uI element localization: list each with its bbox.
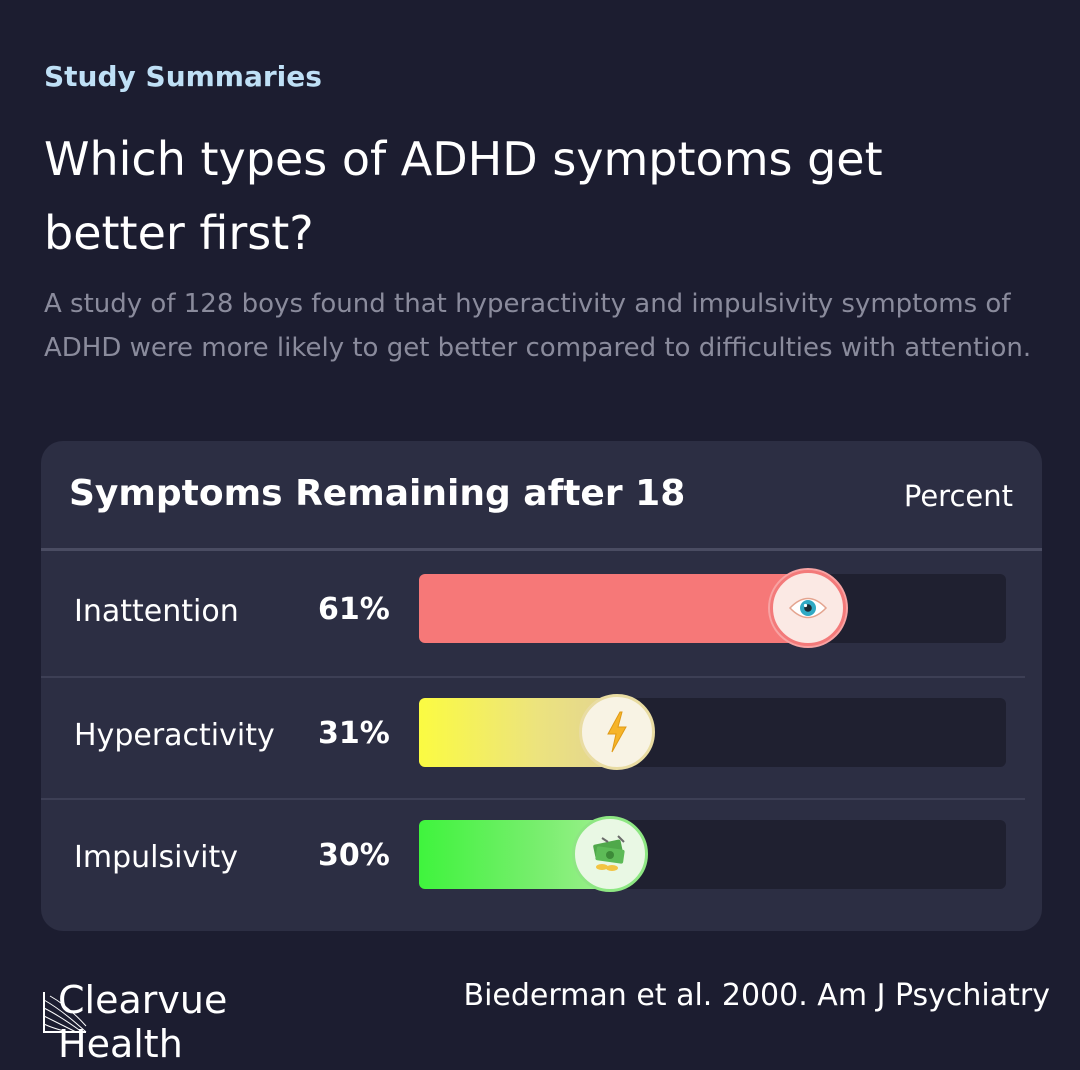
bar-track xyxy=(419,694,1006,770)
chart-header: Symptoms Remaining after 18 Percent xyxy=(41,441,1042,551)
page-description: A study of 128 boys found that hyperacti… xyxy=(44,289,1032,363)
bar-row: Impulsivity 30% xyxy=(41,798,1025,920)
bar-value-label: 31% xyxy=(318,716,390,751)
chart-unit-label: Percent xyxy=(903,479,1013,513)
bar-fill xyxy=(419,574,809,643)
bar-row: Hyperactivity 31% xyxy=(41,676,1025,798)
bar-track xyxy=(419,570,1006,646)
bar-row: Inattention 61% xyxy=(41,554,1025,676)
page-title: Which types of ADHD symptoms get better … xyxy=(44,132,883,260)
bar-value-label: 30% xyxy=(318,838,390,873)
bar-track xyxy=(419,816,1006,892)
bar-label: Impulsivity xyxy=(74,840,239,875)
bar-label: Hyperactivity xyxy=(74,718,275,753)
chart-card: Symptoms Remaining after 18 Percent Inat… xyxy=(41,441,1042,931)
bar-label: Inattention xyxy=(74,594,239,629)
citation: Biederman et al. 2000. Am J Psychiatry xyxy=(463,978,1051,1013)
bar-value-label: 61% xyxy=(318,592,390,627)
section-eyebrow: Study Summaries xyxy=(44,60,322,93)
money-icon xyxy=(572,816,649,892)
logo-mark-icon xyxy=(43,992,87,1033)
eye-icon xyxy=(770,570,847,646)
brand-name: Clearvue Health xyxy=(58,978,228,1066)
chart-title: Symptoms Remaining after 18 xyxy=(69,473,686,514)
brand-logo: Clearvue Health xyxy=(42,972,362,1066)
lightning-icon xyxy=(578,694,655,770)
